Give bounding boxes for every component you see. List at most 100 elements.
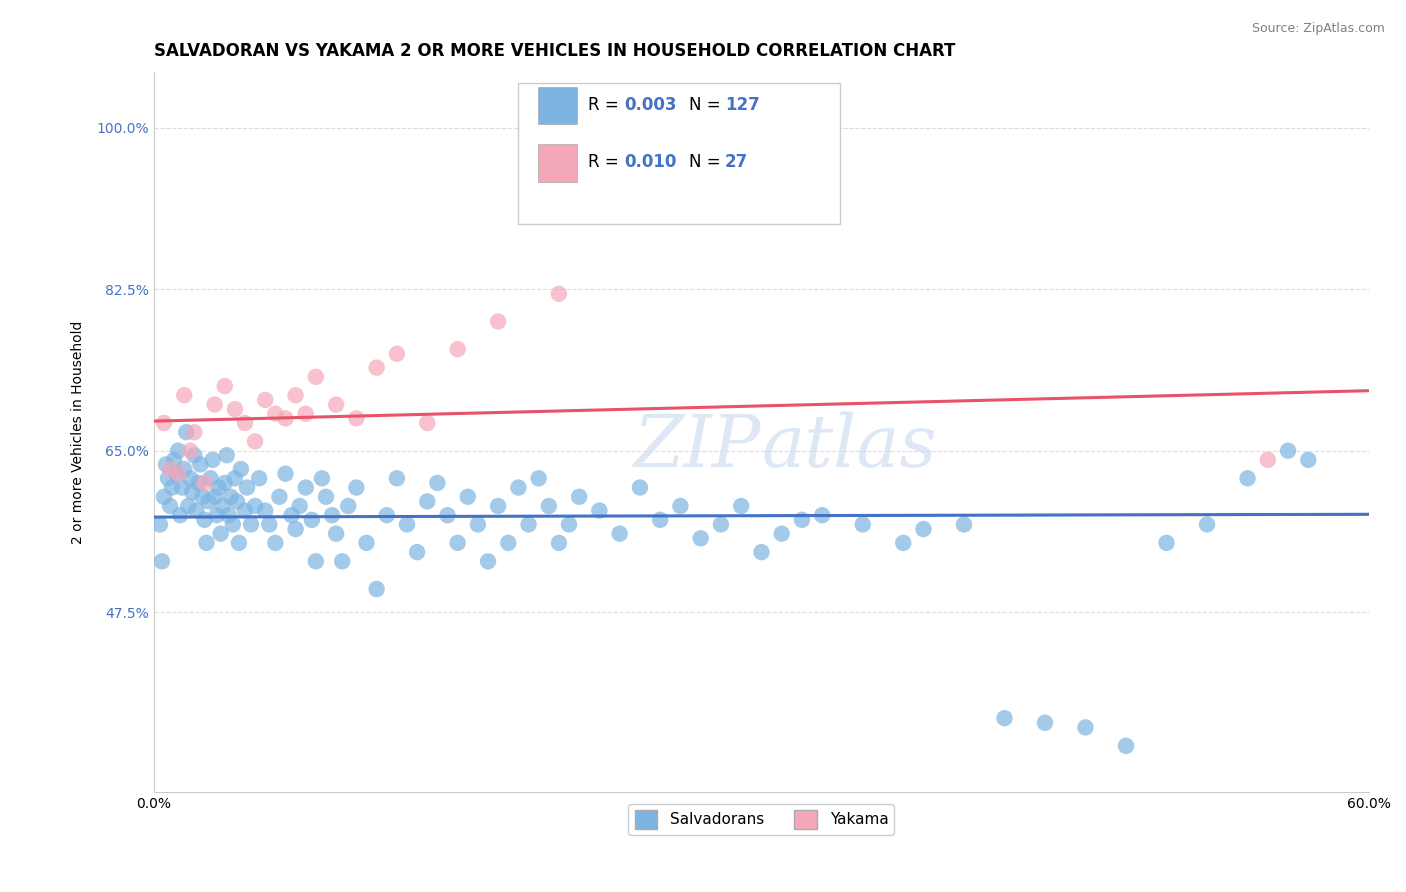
Point <box>205 508 228 523</box>
Point <box>311 471 333 485</box>
Text: 0.010: 0.010 <box>624 153 676 171</box>
Point <box>222 517 245 532</box>
Point <box>224 402 246 417</box>
Point <box>446 536 468 550</box>
Point <box>228 536 250 550</box>
Point <box>284 522 307 536</box>
Point <box>1277 443 1299 458</box>
Point <box>284 388 307 402</box>
Point <box>191 490 214 504</box>
Point <box>181 485 204 500</box>
Point <box>218 508 240 523</box>
Point <box>186 503 208 517</box>
Point <box>153 490 176 504</box>
Point <box>187 475 209 490</box>
Point <box>477 554 499 568</box>
Text: 127: 127 <box>725 95 759 114</box>
Point <box>730 499 752 513</box>
Point <box>214 475 236 490</box>
Point <box>288 499 311 513</box>
Point <box>1257 453 1279 467</box>
Point <box>1033 715 1056 730</box>
Point <box>264 407 287 421</box>
Point <box>150 554 173 568</box>
Point <box>366 582 388 596</box>
Point <box>325 397 347 411</box>
Point <box>669 499 692 513</box>
Point <box>426 475 449 490</box>
Point <box>337 499 360 513</box>
Point <box>467 517 489 532</box>
Point <box>190 458 212 472</box>
Point <box>201 453 224 467</box>
Point <box>548 286 571 301</box>
Point <box>173 462 195 476</box>
Point <box>274 411 297 425</box>
Point <box>953 517 976 532</box>
Point <box>159 499 181 513</box>
Text: Source: ZipAtlas.com: Source: ZipAtlas.com <box>1251 22 1385 36</box>
Point <box>259 517 281 532</box>
Point <box>204 490 226 504</box>
Point <box>548 536 571 550</box>
Point <box>211 499 233 513</box>
Text: atlas: atlas <box>762 411 936 482</box>
Point <box>236 481 259 495</box>
Point <box>294 407 316 421</box>
Point <box>356 536 378 550</box>
Point <box>406 545 429 559</box>
Point <box>174 425 197 440</box>
Point <box>214 379 236 393</box>
Point <box>163 453 186 467</box>
Point <box>208 481 231 495</box>
Point <box>395 517 418 532</box>
Point <box>294 481 316 495</box>
Point <box>527 471 550 485</box>
Point <box>172 481 194 495</box>
Point <box>167 443 190 458</box>
Point <box>1236 471 1258 485</box>
Point <box>280 508 302 523</box>
Text: R =: R = <box>588 95 624 114</box>
Point <box>1156 536 1178 550</box>
Text: 27: 27 <box>725 153 748 171</box>
Point <box>770 526 793 541</box>
Point <box>183 448 205 462</box>
Point <box>508 481 530 495</box>
Point <box>224 471 246 485</box>
Point <box>568 490 591 504</box>
Point <box>159 462 181 476</box>
Point <box>486 499 509 513</box>
Point <box>993 711 1015 725</box>
Point <box>650 513 672 527</box>
Point <box>215 448 238 462</box>
Point <box>160 481 183 495</box>
Point <box>689 531 711 545</box>
Point <box>167 467 190 481</box>
Point <box>209 526 232 541</box>
Point <box>751 545 773 559</box>
Point <box>301 513 323 527</box>
Point <box>315 490 337 504</box>
Point <box>155 458 177 472</box>
Point <box>219 490 242 504</box>
Point <box>486 314 509 328</box>
FancyBboxPatch shape <box>538 145 576 182</box>
Text: SALVADORAN VS YAKAMA 2 OR MORE VEHICLES IN HOUSEHOLD CORRELATION CHART: SALVADORAN VS YAKAMA 2 OR MORE VEHICLES … <box>153 42 955 60</box>
Point <box>1074 720 1097 734</box>
Point <box>169 508 191 523</box>
Point <box>305 369 328 384</box>
Point <box>243 499 266 513</box>
Point <box>233 416 256 430</box>
Point <box>811 508 834 523</box>
Point <box>457 490 479 504</box>
Point <box>498 536 520 550</box>
Point <box>247 471 270 485</box>
Point <box>912 522 935 536</box>
Point <box>321 508 343 523</box>
Point <box>588 503 610 517</box>
Point <box>416 416 439 430</box>
Point <box>366 360 388 375</box>
Point <box>254 392 277 407</box>
Point <box>1298 453 1320 467</box>
